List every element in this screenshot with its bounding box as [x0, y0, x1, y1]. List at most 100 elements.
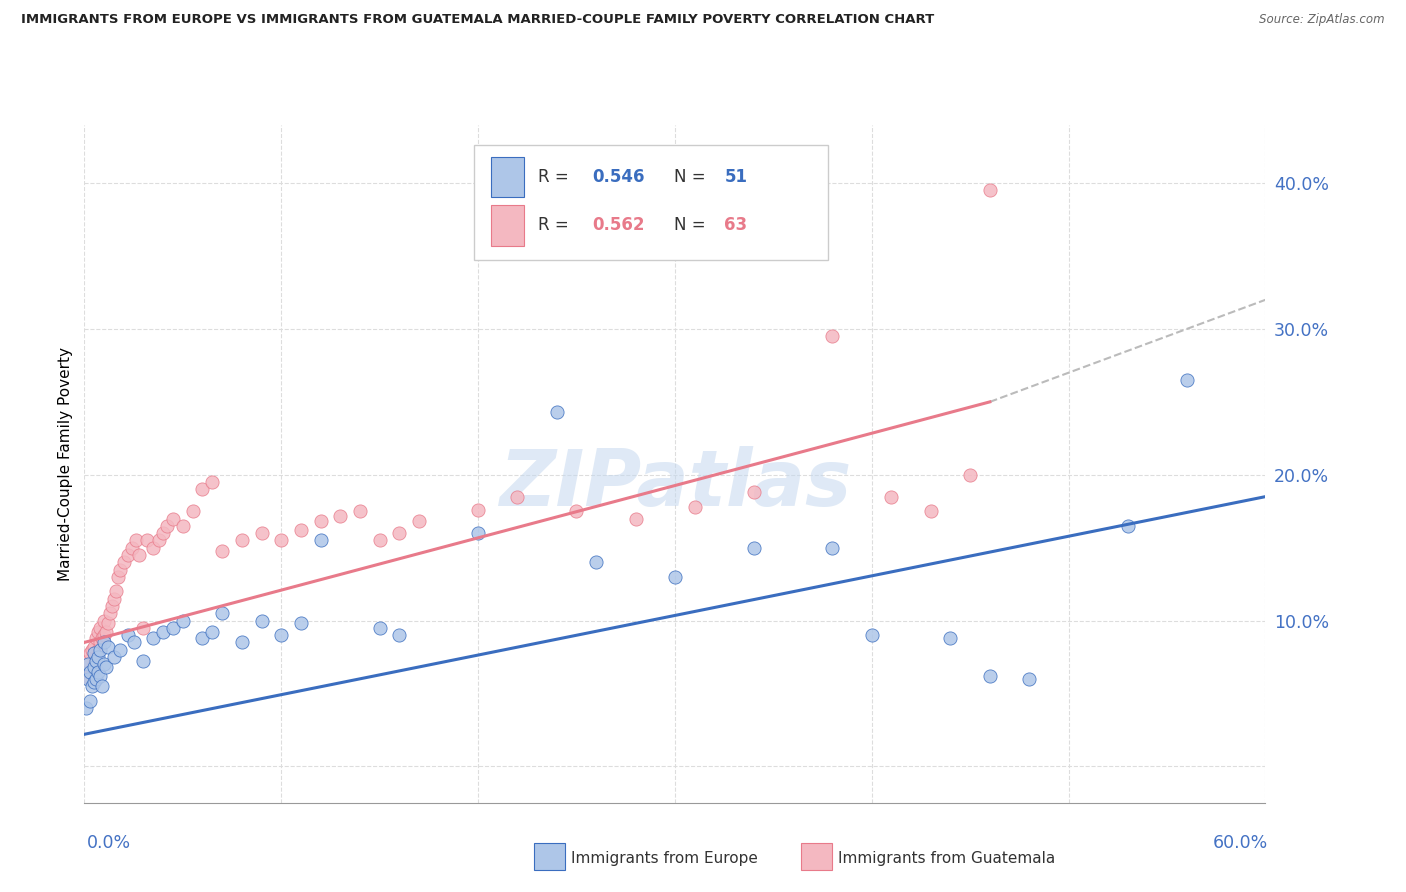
- Point: [349, 504, 371, 518]
- Point: [211, 543, 233, 558]
- Point: [231, 533, 253, 548]
- Point: [270, 533, 292, 548]
- Text: 63: 63: [724, 216, 748, 235]
- Point: [87, 642, 110, 657]
- Point: [546, 405, 568, 419]
- Point: [128, 548, 150, 562]
- Point: [77, 654, 100, 668]
- Point: [93, 628, 115, 642]
- Point: [329, 508, 352, 523]
- Point: [89, 635, 111, 649]
- Point: [136, 533, 159, 548]
- Point: [959, 467, 981, 482]
- Point: [821, 329, 844, 343]
- Point: [162, 621, 184, 635]
- Point: [250, 526, 273, 541]
- Point: [77, 672, 100, 686]
- Point: [467, 502, 489, 516]
- Point: [112, 555, 135, 569]
- Point: [979, 184, 1001, 198]
- Point: [506, 490, 529, 504]
- Point: [939, 631, 962, 645]
- Point: [84, 650, 107, 665]
- Point: [920, 504, 942, 518]
- Point: [121, 541, 143, 555]
- Point: [408, 515, 430, 529]
- Point: [624, 511, 647, 525]
- Point: [388, 526, 411, 541]
- Point: [79, 694, 101, 708]
- Point: [742, 541, 765, 555]
- Point: [82, 665, 104, 679]
- Bar: [491, 205, 523, 245]
- Point: [98, 607, 121, 621]
- Point: [117, 628, 139, 642]
- Point: [1175, 373, 1198, 387]
- Point: [87, 650, 110, 665]
- Point: [368, 621, 391, 635]
- Text: Source: ZipAtlas.com: Source: ZipAtlas.com: [1260, 13, 1385, 27]
- Point: [87, 665, 110, 679]
- Y-axis label: Married-Couple Family Poverty: Married-Couple Family Poverty: [58, 347, 73, 581]
- Point: [132, 621, 155, 635]
- Point: [290, 616, 312, 631]
- Point: [309, 533, 332, 548]
- Point: [83, 657, 105, 672]
- Point: [91, 631, 114, 645]
- Point: [191, 483, 214, 497]
- Point: [103, 650, 125, 665]
- Point: [683, 500, 706, 514]
- Text: N =: N =: [673, 168, 710, 186]
- Text: N =: N =: [673, 216, 710, 235]
- Point: [93, 635, 115, 649]
- Point: [97, 640, 120, 654]
- Text: Immigrants from Guatemala: Immigrants from Guatemala: [838, 851, 1056, 865]
- Text: 51: 51: [724, 168, 748, 186]
- Bar: [474, 145, 828, 260]
- Point: [388, 628, 411, 642]
- Text: Immigrants from Europe: Immigrants from Europe: [571, 851, 758, 865]
- Point: [84, 672, 107, 686]
- Point: [142, 541, 165, 555]
- Point: [664, 570, 686, 584]
- Point: [172, 614, 194, 628]
- Point: [94, 660, 117, 674]
- Bar: [491, 157, 523, 197]
- Point: [83, 640, 105, 654]
- Point: [585, 555, 607, 569]
- Point: [117, 548, 139, 562]
- Text: 0.0%: 0.0%: [87, 834, 131, 852]
- Point: [979, 669, 1001, 683]
- Point: [132, 654, 155, 668]
- Point: [1018, 672, 1040, 686]
- Point: [89, 621, 111, 635]
- Point: [231, 635, 253, 649]
- Point: [84, 631, 107, 645]
- Point: [290, 523, 312, 537]
- Point: [172, 518, 194, 533]
- Point: [89, 642, 111, 657]
- Point: [83, 646, 105, 660]
- Point: [107, 570, 129, 584]
- Point: [91, 679, 114, 693]
- Point: [565, 504, 588, 518]
- Point: [152, 526, 174, 541]
- Point: [270, 628, 292, 642]
- Point: [101, 599, 124, 613]
- Point: [156, 518, 179, 533]
- Text: R =: R =: [538, 216, 574, 235]
- Text: 60.0%: 60.0%: [1213, 834, 1268, 852]
- Text: IMMIGRANTS FROM EUROPE VS IMMIGRANTS FROM GUATEMALA MARRIED-COUPLE FAMILY POVERT: IMMIGRANTS FROM EUROPE VS IMMIGRANTS FRO…: [21, 13, 935, 27]
- Text: 0.562: 0.562: [592, 216, 645, 235]
- Point: [201, 625, 224, 640]
- Point: [83, 660, 105, 674]
- Text: ZIPatlas: ZIPatlas: [499, 446, 851, 522]
- Point: [467, 526, 489, 541]
- Text: R =: R =: [538, 168, 574, 186]
- Point: [821, 541, 844, 555]
- Point: [162, 511, 184, 525]
- Point: [211, 607, 233, 621]
- Point: [368, 533, 391, 548]
- Point: [860, 628, 883, 642]
- Point: [142, 631, 165, 645]
